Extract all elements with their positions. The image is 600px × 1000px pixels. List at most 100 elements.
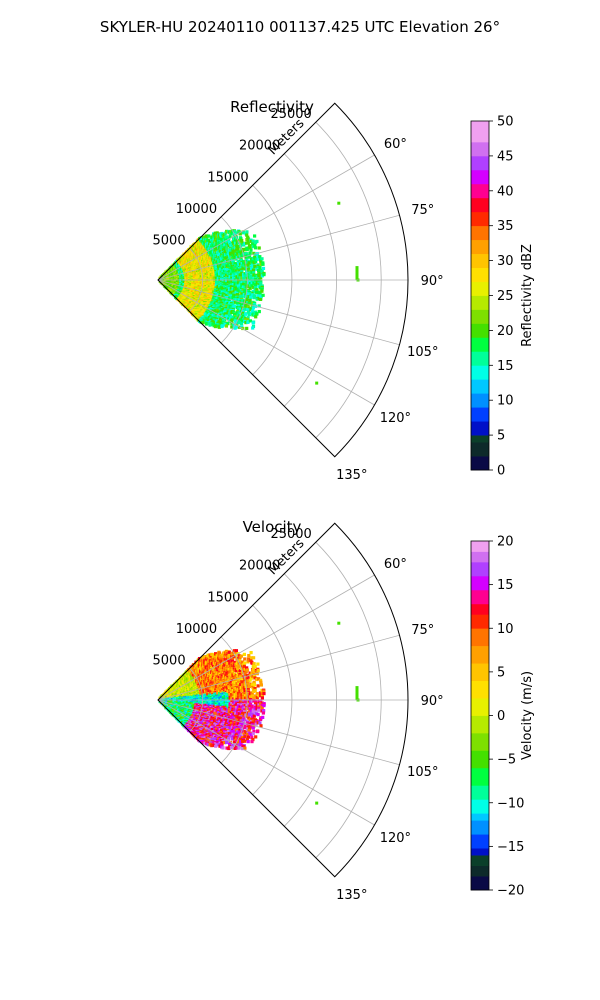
radar-cell — [243, 279, 248, 284]
radar-cell — [241, 292, 245, 296]
colorbar-segment — [471, 138, 489, 143]
radar-cell — [199, 320, 203, 324]
radar-cell — [233, 281, 237, 286]
radar-cell — [233, 237, 238, 241]
colorbar-segment — [471, 445, 489, 450]
colorbar-segment — [471, 459, 489, 464]
radar-cell — [228, 294, 232, 298]
radar-cell — [238, 295, 242, 299]
colorbar-segment — [471, 285, 489, 289]
radar-cell — [209, 280, 214, 284]
radar-cell — [237, 250, 241, 254]
radar-cell — [238, 304, 242, 308]
radar-cell — [223, 240, 227, 244]
colorbar-tick-label: 0 — [497, 464, 505, 479]
colorbar-segment — [471, 323, 489, 328]
radar-cell — [197, 283, 201, 287]
radar-cell — [235, 241, 239, 245]
colorbar-segment — [471, 365, 489, 370]
radar-cell — [261, 262, 265, 266]
radar-cell — [248, 298, 252, 302]
colorbar-segment — [471, 271, 489, 275]
radar-cell — [252, 296, 256, 300]
azimuth-tick-label: 120° — [380, 411, 411, 426]
radar-cell — [231, 259, 235, 263]
radar-cell — [243, 272, 247, 276]
radar-cell — [235, 276, 239, 280]
radar-cell — [241, 310, 245, 314]
radar-cell — [253, 286, 257, 290]
radar-cell — [235, 273, 239, 277]
radar-cell — [248, 290, 252, 294]
radar-cell — [233, 248, 237, 252]
colorbar-segment — [471, 330, 489, 335]
radar-cell — [229, 269, 233, 273]
colorbar-segment — [471, 218, 489, 223]
radar-cell — [247, 261, 251, 265]
colorbar-segment — [471, 316, 489, 321]
radar-cell — [232, 290, 236, 294]
colorbar-segment — [471, 166, 489, 171]
radar-cell — [231, 254, 235, 258]
colorbar-segment — [471, 208, 489, 213]
radar-cell — [241, 231, 246, 235]
colorbar-segment — [471, 215, 489, 220]
colorbar-tick-label: 40 — [497, 184, 514, 199]
radar-field — [158, 229, 266, 331]
colorbar-tick-label: 10 — [497, 394, 514, 409]
sector-frame — [157, 102, 409, 458]
radar-cell — [260, 257, 264, 261]
radar-cell — [239, 256, 243, 260]
radar-cell — [247, 275, 251, 279]
radar-cell — [246, 235, 250, 239]
azimuth-tick-label: 60° — [384, 137, 407, 152]
radar-cell — [218, 285, 222, 290]
colorbar-tick-label: 35 — [497, 219, 514, 234]
radar-cell — [253, 243, 257, 247]
radar-cell — [203, 313, 207, 317]
radar-cell — [220, 324, 224, 329]
colorbar-segment — [471, 456, 489, 460]
azimuth-tick-label: 105° — [407, 345, 438, 360]
radar-cell — [248, 246, 252, 250]
radar-cell — [261, 266, 266, 270]
colorbar-segment — [471, 121, 489, 125]
colorbar-segment — [471, 159, 489, 164]
radar-cell — [232, 242, 236, 246]
radar-cell — [255, 239, 259, 243]
colorbar-segment — [471, 344, 489, 349]
radar-cell — [259, 276, 263, 280]
radar-cell — [243, 287, 247, 291]
radar-cell — [220, 237, 224, 241]
radar-cell — [255, 297, 259, 301]
isolated-return — [355, 266, 359, 281]
colorbar-tick-label: 20 — [497, 324, 514, 339]
radar-cell — [255, 279, 259, 283]
colorbar-segment — [471, 298, 489, 303]
radial-tick-label: 25000 — [270, 107, 311, 122]
colorbar-segment — [471, 407, 489, 412]
radar-cell — [208, 323, 212, 327]
colorbar-segment — [471, 305, 489, 310]
radar-cell — [247, 244, 252, 248]
colorbar-segment — [471, 173, 489, 178]
colorbar-segment — [471, 246, 489, 251]
colorbar-segment — [471, 236, 489, 241]
radar-cell — [259, 297, 263, 301]
radar-cell — [211, 313, 215, 317]
colorbar-segment — [471, 155, 489, 160]
radar-cell — [246, 246, 251, 250]
radar-cell — [251, 321, 255, 325]
colorbar-segment — [471, 431, 489, 436]
radar-cell — [251, 268, 256, 272]
radar-cell — [221, 260, 225, 264]
colorbar-segment — [471, 435, 489, 439]
radar-cell — [235, 245, 239, 249]
radar-cell — [243, 289, 247, 293]
radar-cell — [244, 312, 248, 316]
radar-cell — [251, 306, 255, 310]
radar-cell — [252, 281, 256, 285]
colorbar-segment — [471, 466, 489, 471]
colorbar-label: Reflectivity dBZ — [520, 244, 535, 347]
radar-cell — [245, 259, 249, 263]
